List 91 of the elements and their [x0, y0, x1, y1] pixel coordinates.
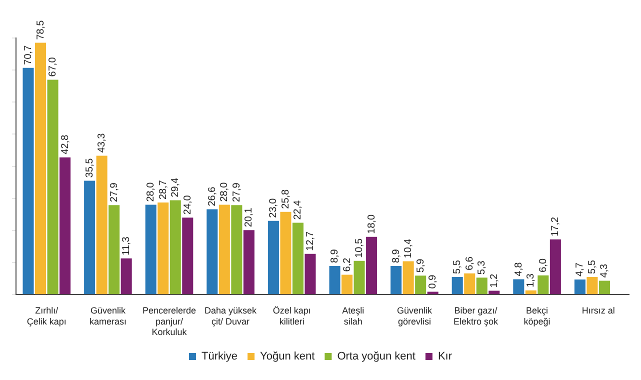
data-label: 17,2 — [550, 216, 562, 236]
bar — [304, 254, 316, 294]
data-label: 27,9 — [108, 182, 120, 202]
data-label: 4,3 — [599, 263, 610, 278]
bar — [84, 180, 96, 294]
bar — [366, 236, 378, 294]
data-label: 10,5 — [354, 238, 366, 258]
legend-label: Kır — [438, 350, 452, 363]
bar — [464, 273, 476, 294]
bar — [108, 205, 120, 294]
bar — [476, 278, 488, 294]
bar — [574, 280, 586, 294]
legend-label: Türkiye — [201, 350, 238, 363]
bar — [218, 204, 230, 294]
x-tick-label: Biber gazı/ Elektro şok — [453, 305, 498, 326]
bar — [47, 80, 58, 294]
data-label: 28,0 — [146, 182, 157, 202]
data-label: 1,2 — [488, 273, 500, 288]
data-label: 12,7 — [304, 230, 316, 251]
x-tick-label: Zırhlı/ Çelik kapı — [26, 305, 66, 326]
bar — [206, 209, 218, 294]
bar — [452, 276, 463, 294]
bar — [280, 212, 292, 294]
data-label: 5,9 — [415, 258, 426, 273]
bar — [329, 266, 340, 294]
data-label: 5,5 — [452, 260, 464, 274]
x-tick-label: Hırsız al — [582, 305, 615, 316]
bar — [538, 275, 549, 294]
data-label: 24,0 — [182, 194, 194, 215]
data-label: 18,0 — [366, 214, 378, 234]
data-label: 67,0 — [48, 56, 59, 77]
bar — [120, 258, 132, 294]
data-label: 29,4 — [170, 177, 182, 198]
data-label: 78,5 — [35, 20, 46, 40]
data-label: 25,8 — [280, 188, 292, 209]
bar — [354, 260, 365, 294]
data-label: 20,1 — [244, 207, 255, 228]
bar — [427, 292, 438, 294]
bar — [550, 239, 561, 294]
legend-label: Yoğun kent — [260, 350, 315, 363]
x-tick-label: Bekçi köpeği — [524, 305, 550, 326]
bar — [96, 156, 108, 294]
bar — [292, 222, 304, 294]
data-label: 35,5 — [84, 158, 96, 178]
bar — [35, 42, 46, 294]
data-label: 43,3 — [96, 132, 108, 153]
data-label: 5,5 — [586, 260, 598, 274]
bar — [231, 205, 242, 294]
data-label: 8,9 — [330, 248, 341, 264]
data-label: 5,3 — [476, 260, 488, 275]
bar — [170, 200, 181, 294]
bar — [513, 279, 524, 294]
x-tick-label: Ateşli silah — [342, 305, 364, 326]
bar — [415, 276, 426, 294]
data-label: 42,8 — [60, 134, 71, 154]
bar — [60, 157, 71, 294]
bar — [268, 220, 279, 294]
data-label: 4,7 — [574, 262, 586, 277]
x-tick-label: Pencerelerde panjur/ Korkuluk — [142, 305, 196, 338]
bar — [402, 261, 414, 294]
bar — [182, 218, 194, 294]
data-label: 1,3 — [526, 273, 537, 288]
data-label: 11,3 — [121, 236, 132, 256]
bar — [158, 202, 169, 294]
data-label: 27,9 — [231, 182, 242, 202]
data-label: 6,6 — [464, 256, 476, 270]
data-label: 23,0 — [268, 198, 280, 218]
bar — [243, 230, 254, 294]
data-label: 22,4 — [292, 200, 304, 220]
bar — [145, 204, 156, 294]
data-label: 10,4 — [403, 238, 414, 258]
data-label: 8,9 — [390, 248, 402, 264]
bar — [525, 290, 536, 294]
data-label: 26,6 — [206, 186, 218, 206]
x-tick-label: Özel kapı kilitleri — [272, 305, 311, 326]
x-tick-label: Güvenlik kamerası — [89, 305, 126, 326]
data-label: 0,9 — [428, 274, 439, 289]
data-label: 6,2 — [342, 257, 353, 272]
x-tick-label: Daha yüksek çit/ Duvar — [204, 305, 258, 326]
bar — [22, 68, 34, 294]
data-label: 70,7 — [23, 44, 34, 65]
bar — [586, 276, 598, 294]
data-label: 6,0 — [538, 258, 549, 272]
bar — [598, 280, 610, 294]
bar — [390, 266, 402, 294]
legend-label: Orta yoğun kent — [337, 350, 416, 363]
x-tick-label: Güvenlik görevlisi — [396, 305, 432, 326]
data-label: 4,8 — [513, 262, 524, 276]
data-label: 28,7 — [158, 180, 169, 200]
bar — [342, 274, 353, 294]
data-label: 28,0 — [219, 182, 230, 202]
